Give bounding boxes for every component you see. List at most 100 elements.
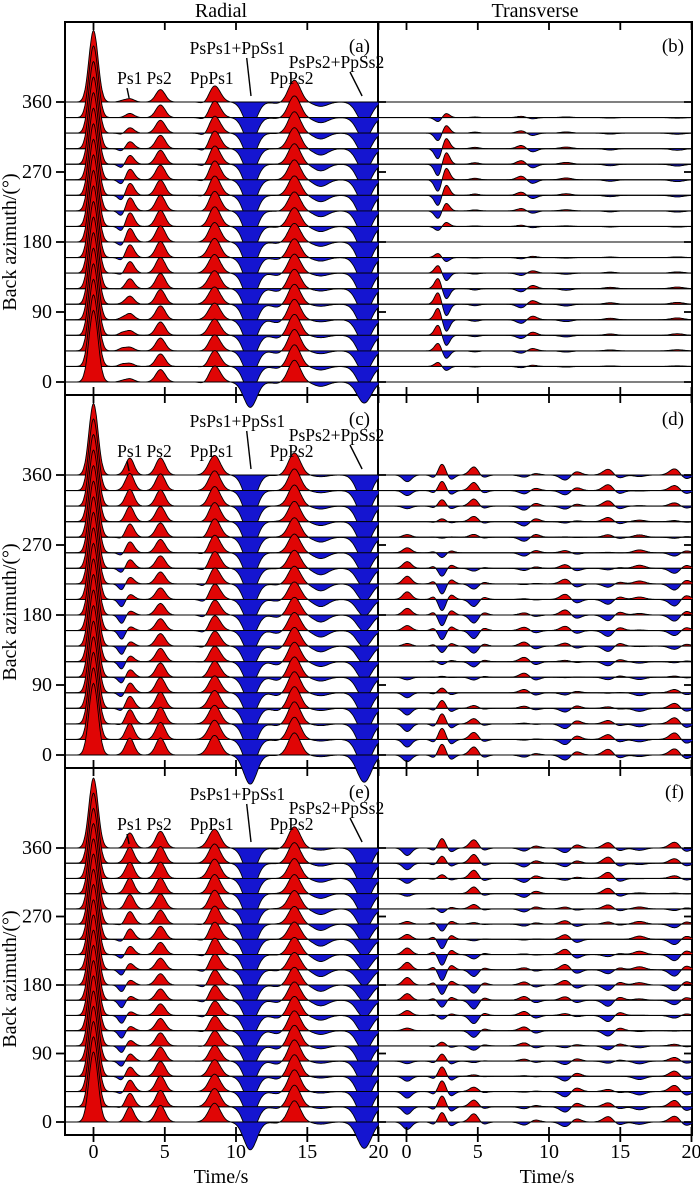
panel-letter-f: (f) <box>665 782 684 803</box>
panel-border-b <box>378 22 692 395</box>
phase-label: Ps1 <box>117 441 142 461</box>
trace-positive-lobes <box>378 642 694 646</box>
y-tick-label: 360 <box>22 837 52 859</box>
trace-negative-lobes <box>378 878 694 883</box>
y-tick-label: 360 <box>22 464 52 486</box>
trace-positive-lobes <box>378 948 694 955</box>
phase-label: PsPs1+PpSs1 <box>190 38 285 58</box>
trace-positive-lobes <box>378 499 694 506</box>
trace-positive-lobes <box>378 1113 694 1122</box>
trace-negative-lobes <box>378 1031 694 1038</box>
trace-negative-lobes <box>378 258 694 262</box>
x-tick-label: 5 <box>160 1141 170 1163</box>
trace-positive-lobes <box>378 204 694 211</box>
trace-positive-lobes <box>378 576 694 584</box>
y-axis-title-row2: Back azimuth/(°) <box>0 543 21 680</box>
trace-positive-lobes <box>378 1027 694 1031</box>
y-axis-title-row1: Back azimuth/(°) <box>0 173 21 310</box>
x-tick-label: 15 <box>297 1141 317 1163</box>
y-tick-label: 180 <box>22 231 52 253</box>
y-tick-label: 270 <box>22 906 52 928</box>
trace-positive-lobes <box>378 139 694 149</box>
trace-negative-lobes <box>378 351 694 358</box>
y-tick-label: 90 <box>32 674 52 696</box>
trace-positive-lobes <box>378 153 694 164</box>
x-tick-label: 5 <box>473 1141 483 1163</box>
trace-negative-lobes <box>378 289 694 299</box>
trace-positive-lobes <box>378 870 694 878</box>
trace-negative-lobes <box>378 366 694 370</box>
phase-pointer-line <box>247 431 251 469</box>
trace-positive-lobes <box>378 855 694 864</box>
phase-pointer-line <box>247 58 251 96</box>
x-axis-title-transverse: Time/s <box>520 1166 575 1188</box>
trace-negative-lobes <box>378 211 694 218</box>
panel-border-d <box>378 395 692 768</box>
trace-negative-lobes <box>378 693 694 698</box>
trace-positive-lobes <box>378 254 694 258</box>
trace-positive-lobes <box>378 464 694 475</box>
trace-negative-lobes <box>378 924 694 931</box>
trace-positive-lobes <box>378 279 694 289</box>
trace-negative-lobes <box>378 118 694 122</box>
trace-negative-lobes <box>378 599 694 610</box>
phase-label: PsPs1+PpSs1 <box>190 784 285 804</box>
phase-label: PsPs1+PpSs1 <box>190 411 285 431</box>
x-tick-label: 0 <box>89 1141 99 1163</box>
trace-positive-lobes <box>378 1081 694 1092</box>
trace-negative-lobes <box>378 863 694 870</box>
trace-negative-lobes <box>378 553 694 558</box>
x-tick-label: 20 <box>369 1141 389 1163</box>
trace-negative-lobes <box>378 133 694 140</box>
trace-positive-lobes <box>378 673 694 677</box>
trace-negative-lobes <box>378 335 694 345</box>
trace-positive-lobes <box>378 1096 694 1107</box>
trace-positive-lobes <box>378 994 694 1001</box>
trace-negative-lobes <box>378 1000 694 1009</box>
x-axis-title-radial: Time/s <box>194 1166 249 1188</box>
trace-negative-lobes <box>378 894 694 898</box>
trace-negative-lobes <box>378 662 694 667</box>
phase-label: Ps1 <box>117 814 142 834</box>
trace-negative-lobes <box>378 506 694 510</box>
trace-positive-lobes <box>378 344 694 351</box>
trace-positive-lobes <box>378 921 694 924</box>
phase-label: Ps2 <box>146 68 171 88</box>
trace-negative-lobes <box>378 848 694 856</box>
trace-negative-lobes <box>378 273 694 280</box>
x-tick-label: 10 <box>226 1141 246 1163</box>
trace-negative-lobes <box>378 939 694 948</box>
trace-positive-lobes <box>378 688 694 693</box>
y-tick-label: 180 <box>22 604 52 626</box>
trace-positive-lobes <box>378 608 694 615</box>
trace-positive-lobes <box>378 934 694 939</box>
phase-pointer-line <box>350 445 362 469</box>
trace-negative-lobes <box>378 537 694 541</box>
trace-positive-lobes <box>378 657 694 661</box>
y-tick-label: 0 <box>42 744 52 766</box>
y-tick-label: 90 <box>32 301 52 323</box>
y-tick-label: 360 <box>22 91 52 113</box>
trace-positive-lobes <box>378 126 694 133</box>
trace-negative-lobes <box>378 304 694 315</box>
trace-positive-lobes <box>378 308 694 319</box>
trace-negative-lobes <box>378 226 694 230</box>
panel-d-waveforms <box>378 464 694 761</box>
phase-pointer-line <box>247 804 251 842</box>
trace-negative-lobes <box>378 955 694 966</box>
phase-pointer-line <box>350 72 362 96</box>
waveforms <box>65 30 694 1149</box>
y-tick-label: 180 <box>22 974 52 996</box>
trace-negative-lobes <box>378 1046 694 1050</box>
trace-negative-lobes <box>378 1092 694 1099</box>
trace-positive-lobes <box>378 626 694 631</box>
panel-letter-d: (d) <box>662 409 684 430</box>
y-tick-label: 0 <box>42 371 52 393</box>
phase-pointer-line <box>350 818 362 842</box>
y-tick-label: 270 <box>22 534 52 556</box>
phase-label: PsPs2+PpSs2 <box>289 425 384 445</box>
x-tick-label: 0 <box>402 1141 412 1163</box>
y-tick-label: 270 <box>22 161 52 183</box>
